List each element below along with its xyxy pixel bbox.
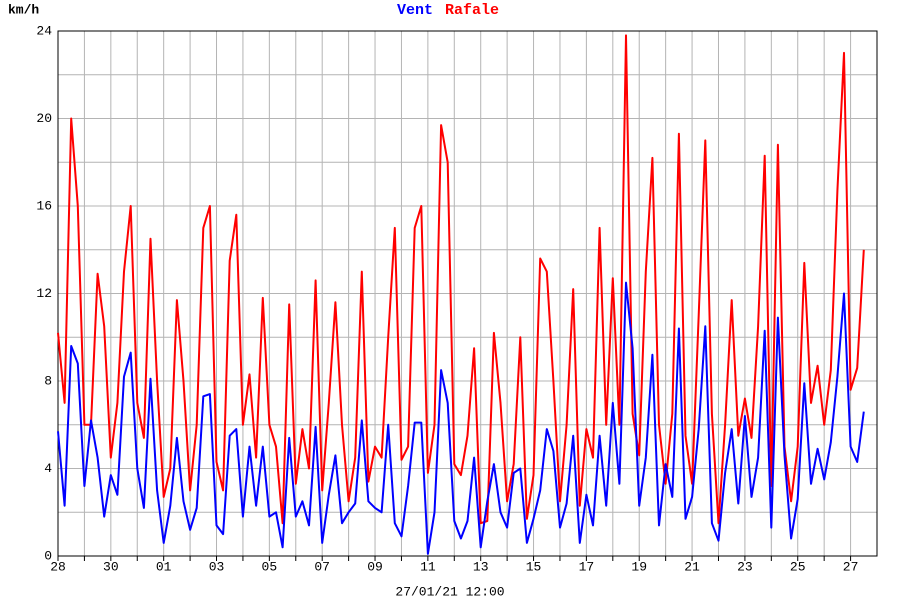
y-tick-label: 4: [44, 461, 52, 476]
x-tick-label: 13: [473, 559, 489, 574]
x-axis-label: 27/01/21 12:00: [395, 584, 504, 599]
y-tick-label: 16: [36, 198, 52, 213]
x-tick-label: 11: [420, 559, 436, 574]
x-tick-label: 17: [579, 559, 595, 574]
x-tick-label: 23: [737, 559, 753, 574]
y-tick-label: 12: [36, 286, 52, 301]
x-tick-label: 19: [631, 559, 647, 574]
series-line: [57, 281, 865, 555]
y-tick-label: 8: [44, 373, 52, 388]
x-tick-label: 09: [367, 559, 383, 574]
x-tick-label: 01: [156, 559, 172, 574]
legend-entry: Rafale: [445, 2, 499, 19]
x-tick-label: 28: [50, 559, 66, 574]
legend-entry: Vent: [397, 2, 433, 19]
x-tick-label: 05: [262, 559, 278, 574]
series-line: [57, 34, 865, 525]
x-tick-label: 15: [526, 559, 542, 574]
plot-frame: [57, 30, 878, 557]
y-tick-label: 0: [44, 548, 52, 563]
y-tick-label: 24: [36, 23, 52, 38]
x-tick-label: 07: [314, 559, 330, 574]
y-axis-label: km/h: [8, 2, 39, 17]
x-tick-label: 27: [843, 559, 859, 574]
x-tick-label: 30: [103, 559, 119, 574]
x-tick-label: 25: [790, 559, 806, 574]
x-tick-label: 21: [684, 559, 700, 574]
x-tick-label: 03: [209, 559, 225, 574]
y-tick-label: 20: [36, 111, 52, 126]
